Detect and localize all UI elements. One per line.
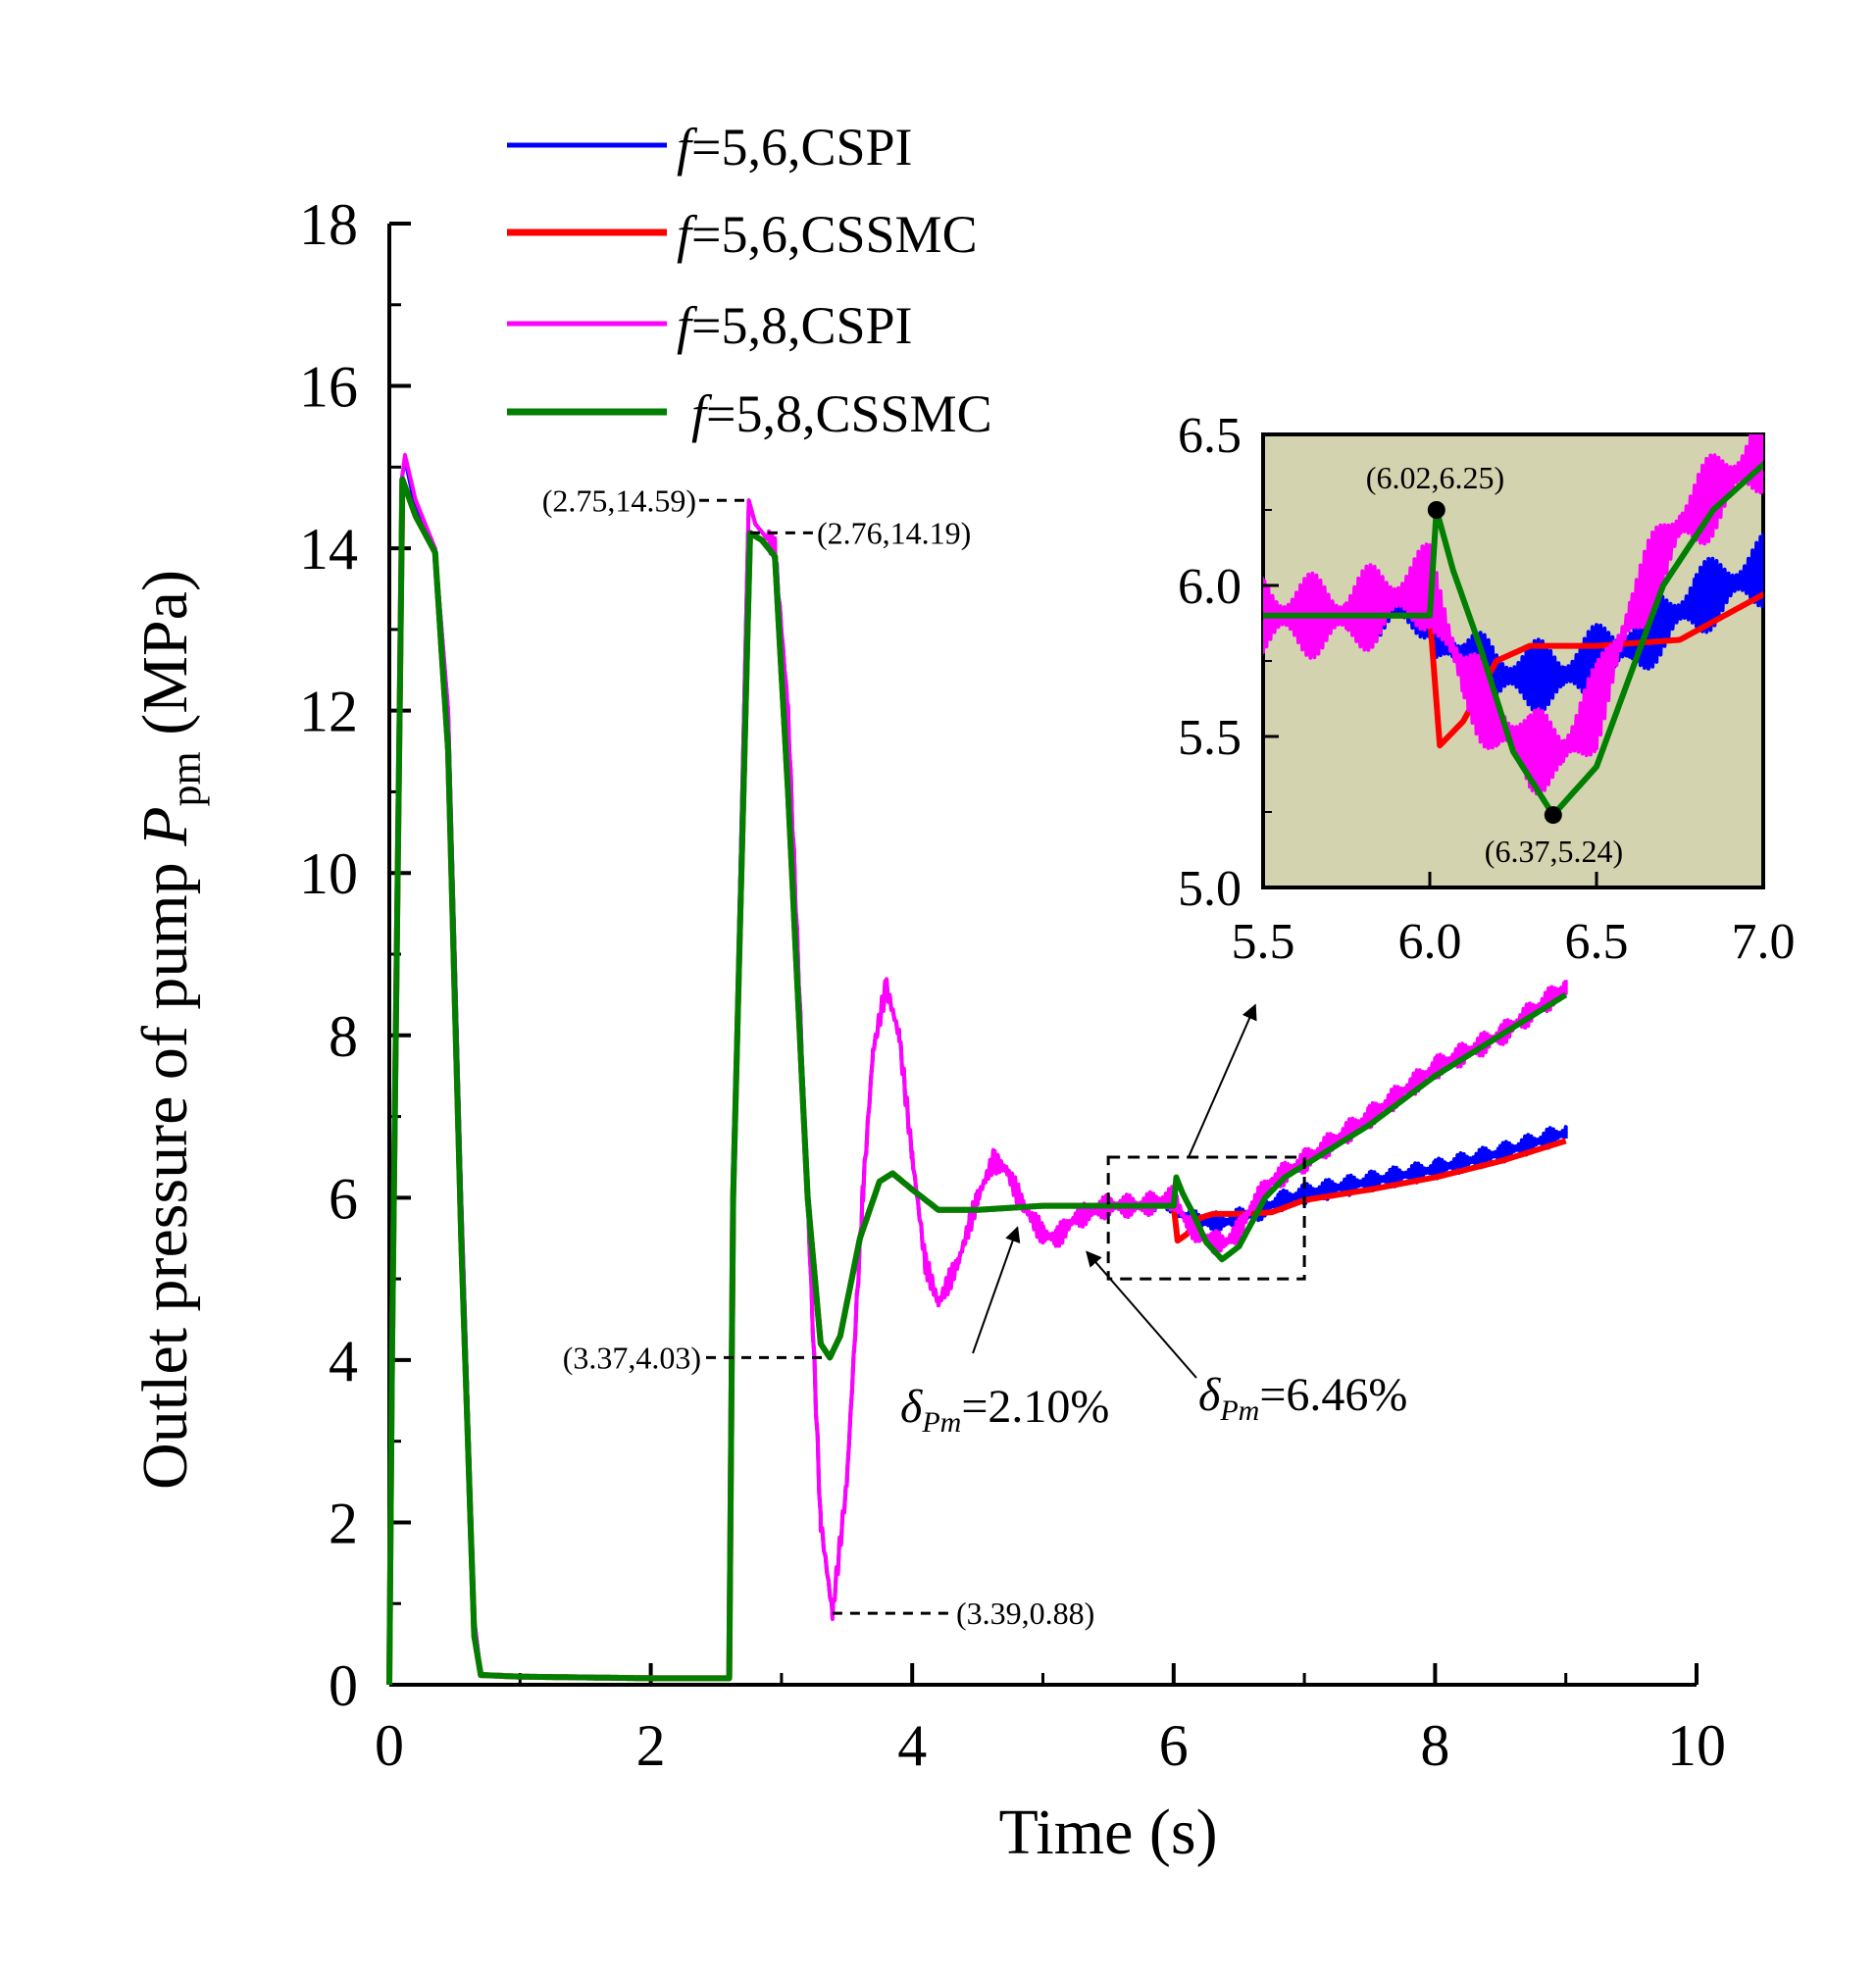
inset-y-tick-label: 6.0 (1178, 559, 1242, 615)
inset-background (1261, 432, 1765, 889)
inset-point-marker-valley (1544, 806, 1562, 825)
x-tick-label-10: 10 (1667, 1713, 1726, 1778)
annotation-label-2.75: (2.75,14.59) (542, 482, 696, 518)
y-tick-label-12: 12 (299, 680, 358, 744)
delta-symbol: δ (1198, 1369, 1221, 1421)
inset-series-line-f-5-8-cspi (1263, 434, 1763, 796)
inset-x-tick-label: 5.5 (1232, 914, 1295, 970)
main-axes: 0 2 4 6 8 10 0 2 4 6 8 10 12 14 16 18 (299, 192, 1726, 1778)
inset-y-tick-label: 5.0 (1178, 861, 1242, 917)
inset-series (1263, 434, 1763, 819)
y-tick-label-2: 2 (329, 1491, 358, 1555)
y-tick-label-8: 8 (329, 1004, 358, 1069)
legend: f=5,6,CSPI f=5,6,CSSMC f=5,8,CSPI f=5,8,… (507, 118, 992, 443)
inset-axes: 5.5 6.0 6.5 7.05.05.56.06.5(6.02,6.25)(6.37… (1178, 408, 1796, 970)
delta-subscript: Pm (921, 1406, 961, 1439)
x-tick-label-4: 4 (897, 1713, 927, 1778)
x-tick-label-2: 2 (636, 1713, 666, 1778)
x-tick-label-6: 6 (1159, 1713, 1189, 1778)
y-tick-label-0: 0 (329, 1653, 358, 1718)
inset-series-line-f-5-8-cssmc (1263, 460, 1763, 819)
legend-label-f56-cssmc: f=5,6,CSSMC (677, 205, 978, 264)
delta-label-2.10: δPm=2.10% (900, 1381, 1109, 1439)
legend-label-f58-cssmc: f=5,8,CSSMC (691, 384, 992, 443)
main-series (386, 452, 1568, 1686)
zoom-box (1106, 1155, 1306, 1281)
series-line-f-5-8-cssmc (386, 476, 1568, 1686)
legend-label-f58-cspi: f=5,8,CSPI (677, 296, 913, 355)
y-tick-label-6: 6 (329, 1166, 358, 1231)
delta-subscript: Pm (1219, 1394, 1259, 1427)
inset-point-label-valley: (6.37,5.24) (1485, 834, 1623, 869)
y-axis-title: Outlet pressure of pump Ppm (MPa) (129, 570, 210, 1490)
zoom-arrow (1188, 1003, 1257, 1158)
delta-symbol: δ (900, 1381, 923, 1433)
annotation-label-2.76: (2.76,14.19) (817, 515, 971, 550)
inset-x-tick-label: 6.0 (1398, 914, 1462, 970)
delta-value: =6.46% (1259, 1369, 1407, 1421)
delta-arrow-2.10 (972, 1226, 1021, 1354)
inset-x-tick-label: 6.5 (1565, 914, 1629, 970)
y-tick-label-16: 16 (299, 355, 358, 420)
delta-label-6.46: δPm=6.46% (1198, 1369, 1407, 1427)
y-tick-label-10: 10 (299, 841, 358, 906)
x-axis-title: Time (s) (998, 1797, 1217, 1868)
x-tick-label-8: 8 (1420, 1713, 1449, 1778)
y-tick-label-4: 4 (329, 1329, 358, 1393)
inset-y-tick-label: 5.5 (1178, 710, 1242, 766)
inset-point-label-peak: (6.02,6.25) (1366, 460, 1504, 495)
inset-y-tick-label: 6.5 (1178, 408, 1242, 464)
inset-point-marker-peak (1427, 501, 1445, 519)
delta-value: =2.10% (961, 1381, 1109, 1433)
annotation-label-3.37: (3.37,4.03) (563, 1340, 701, 1375)
inset-x-tick-label: 7.0 (1732, 914, 1796, 970)
legend-label-f56-cspi: f=5,6,CSPI (677, 118, 913, 177)
delta-arrow-6.46 (1086, 1250, 1197, 1379)
y-tick-label-18: 18 (299, 192, 358, 257)
annotation-label-3.39: (3.39,0.88) (956, 1596, 1094, 1631)
main-annotations: (2.75,14.59) (2.76,14.19) (3.37,4.03) (3.39… (542, 482, 1408, 1631)
x-tick-label-0: 0 (375, 1713, 404, 1778)
y-tick-label-14: 14 (299, 517, 358, 582)
